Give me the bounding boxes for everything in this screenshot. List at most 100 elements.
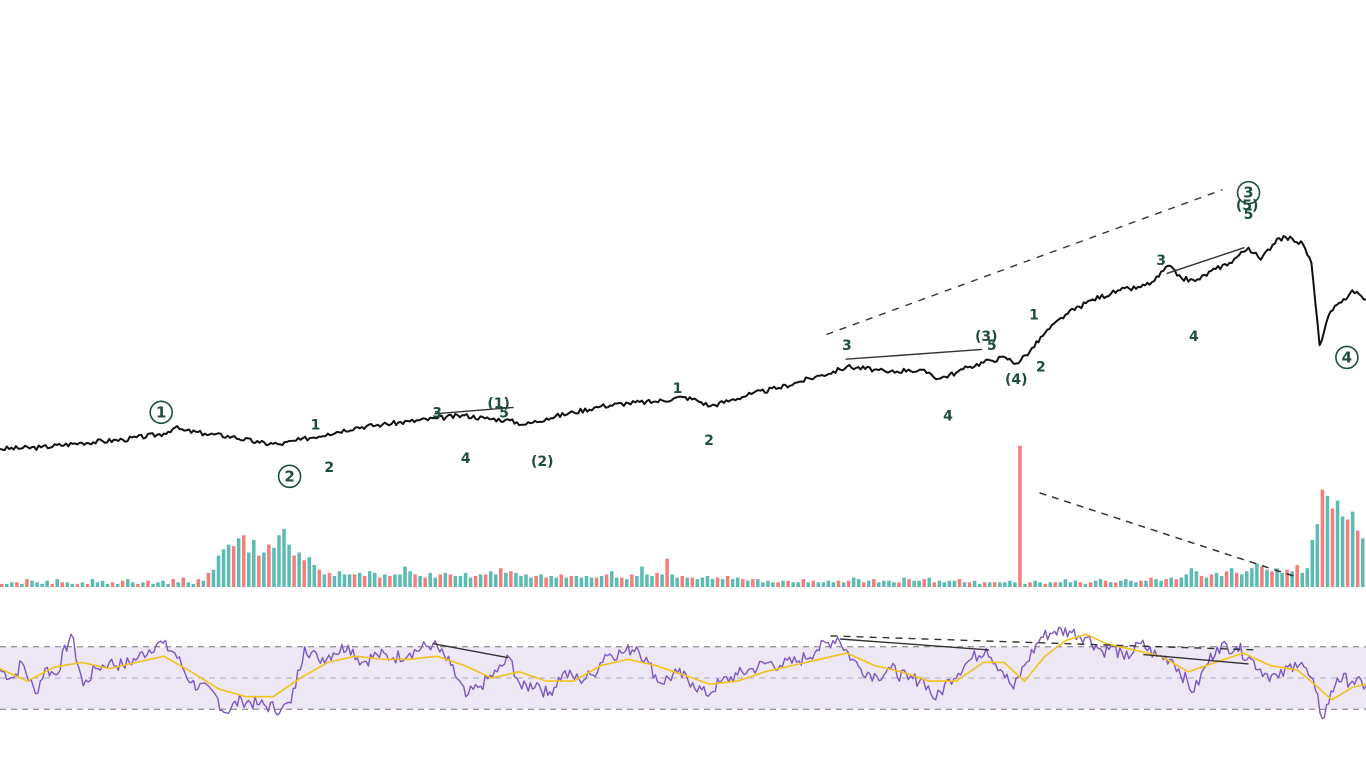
volume-bar [1043, 583, 1047, 587]
wave-label: 2 [284, 467, 294, 485]
rsi-dashed-trendline [830, 635, 1257, 651]
volume-bar [680, 576, 685, 587]
volume-bar [967, 582, 972, 587]
volume-bar [640, 566, 644, 587]
volume-bar [806, 582, 811, 587]
volume-bar [393, 574, 397, 587]
volume-bar [1078, 582, 1083, 587]
volume-bar [60, 582, 65, 587]
volume-bar [1003, 582, 1007, 587]
volume-bar [932, 582, 937, 587]
volume-bar [746, 580, 750, 587]
wave-label-circle [277, 464, 302, 489]
volume-bar [1119, 580, 1123, 587]
volume-bar [418, 576, 422, 587]
volume-bar [907, 579, 911, 587]
volume-bar [322, 574, 327, 587]
volume-bar [297, 552, 301, 587]
volume-bar [1103, 580, 1108, 587]
volume-bar [660, 574, 664, 587]
volume-bar [272, 547, 276, 588]
volume-bar [942, 582, 947, 587]
volume-bar [171, 579, 175, 587]
volume-bar [0, 583, 4, 587]
volume-bar [488, 571, 493, 587]
volume-bar [917, 580, 921, 587]
volume-bar [670, 574, 674, 587]
volume-bar [1270, 571, 1274, 587]
volume-bar [882, 580, 886, 587]
volume-bar [559, 574, 564, 587]
wave-label: (4) [1005, 372, 1028, 388]
rsi-line [0, 626, 1366, 720]
volume-bar [383, 574, 387, 587]
volume-bar [872, 579, 876, 587]
volume-bar [408, 571, 412, 587]
volume-bar [710, 579, 715, 587]
volume-bar [1174, 579, 1178, 587]
volume-bar [1093, 580, 1098, 587]
volume-bar [1169, 577, 1173, 587]
volume-bar [791, 582, 795, 587]
volume-bar [95, 582, 100, 587]
volume-bar [1234, 572, 1239, 587]
price-dashed-trendline [826, 188, 1223, 336]
volume-bar [690, 577, 695, 587]
volume-bar [126, 579, 130, 587]
volume-bar [892, 582, 896, 587]
volume-bar [1350, 511, 1355, 587]
volume-bar [947, 580, 952, 587]
volume-bar [1300, 572, 1304, 587]
wave-label: 2 [704, 433, 714, 449]
volume-dashed-trendline [1039, 492, 1294, 577]
volume-bar [1260, 566, 1264, 587]
volume-bar [1305, 568, 1310, 587]
volume-bar [504, 572, 508, 587]
wave-label: 5 [987, 338, 997, 354]
volume-bar [705, 576, 710, 587]
volume-bar [357, 572, 362, 587]
volume-bar [398, 574, 402, 587]
volume-bar [1209, 574, 1214, 587]
volume-bar [342, 574, 347, 587]
wave-label: 3 [432, 405, 442, 421]
volume-bar [796, 582, 800, 587]
wave-label: 4 [1342, 348, 1352, 366]
volume-bar [811, 580, 816, 587]
volume-bar [574, 576, 579, 587]
volume-bar [912, 580, 916, 587]
volume-bar [332, 576, 337, 587]
volume-bar [55, 579, 59, 587]
volume-bar [388, 576, 392, 587]
wave-label: 1 [673, 381, 683, 397]
volume-bar [75, 583, 80, 587]
wave-label: 2 [1036, 360, 1046, 376]
volume-bar [90, 579, 95, 587]
volume-bar [539, 574, 543, 587]
volume-bar [1214, 572, 1219, 587]
volume-bar [836, 580, 841, 587]
volume-bar [221, 549, 226, 587]
volume-bar [1330, 508, 1335, 587]
wave-label: 1 [156, 403, 166, 421]
volume-bar [816, 582, 821, 587]
rsi-trendline [432, 642, 509, 659]
volume-bar [776, 582, 780, 587]
volume-bar [1124, 579, 1128, 587]
volume-bar [1033, 580, 1037, 587]
volume-bar [972, 580, 977, 587]
volume-bar [463, 572, 468, 587]
volume-bar [1139, 580, 1143, 587]
volume-bar [524, 574, 528, 587]
wave-label: (2) [531, 454, 554, 470]
volume-bar [993, 582, 997, 587]
volume-bar [1280, 572, 1284, 587]
volume-bar [499, 568, 503, 587]
volume-bar [1129, 580, 1133, 587]
volume-bar [181, 577, 185, 587]
volume-bar [105, 583, 110, 587]
volume-bar [957, 579, 962, 587]
volume-bar [307, 557, 312, 587]
volume-bar [977, 583, 982, 587]
